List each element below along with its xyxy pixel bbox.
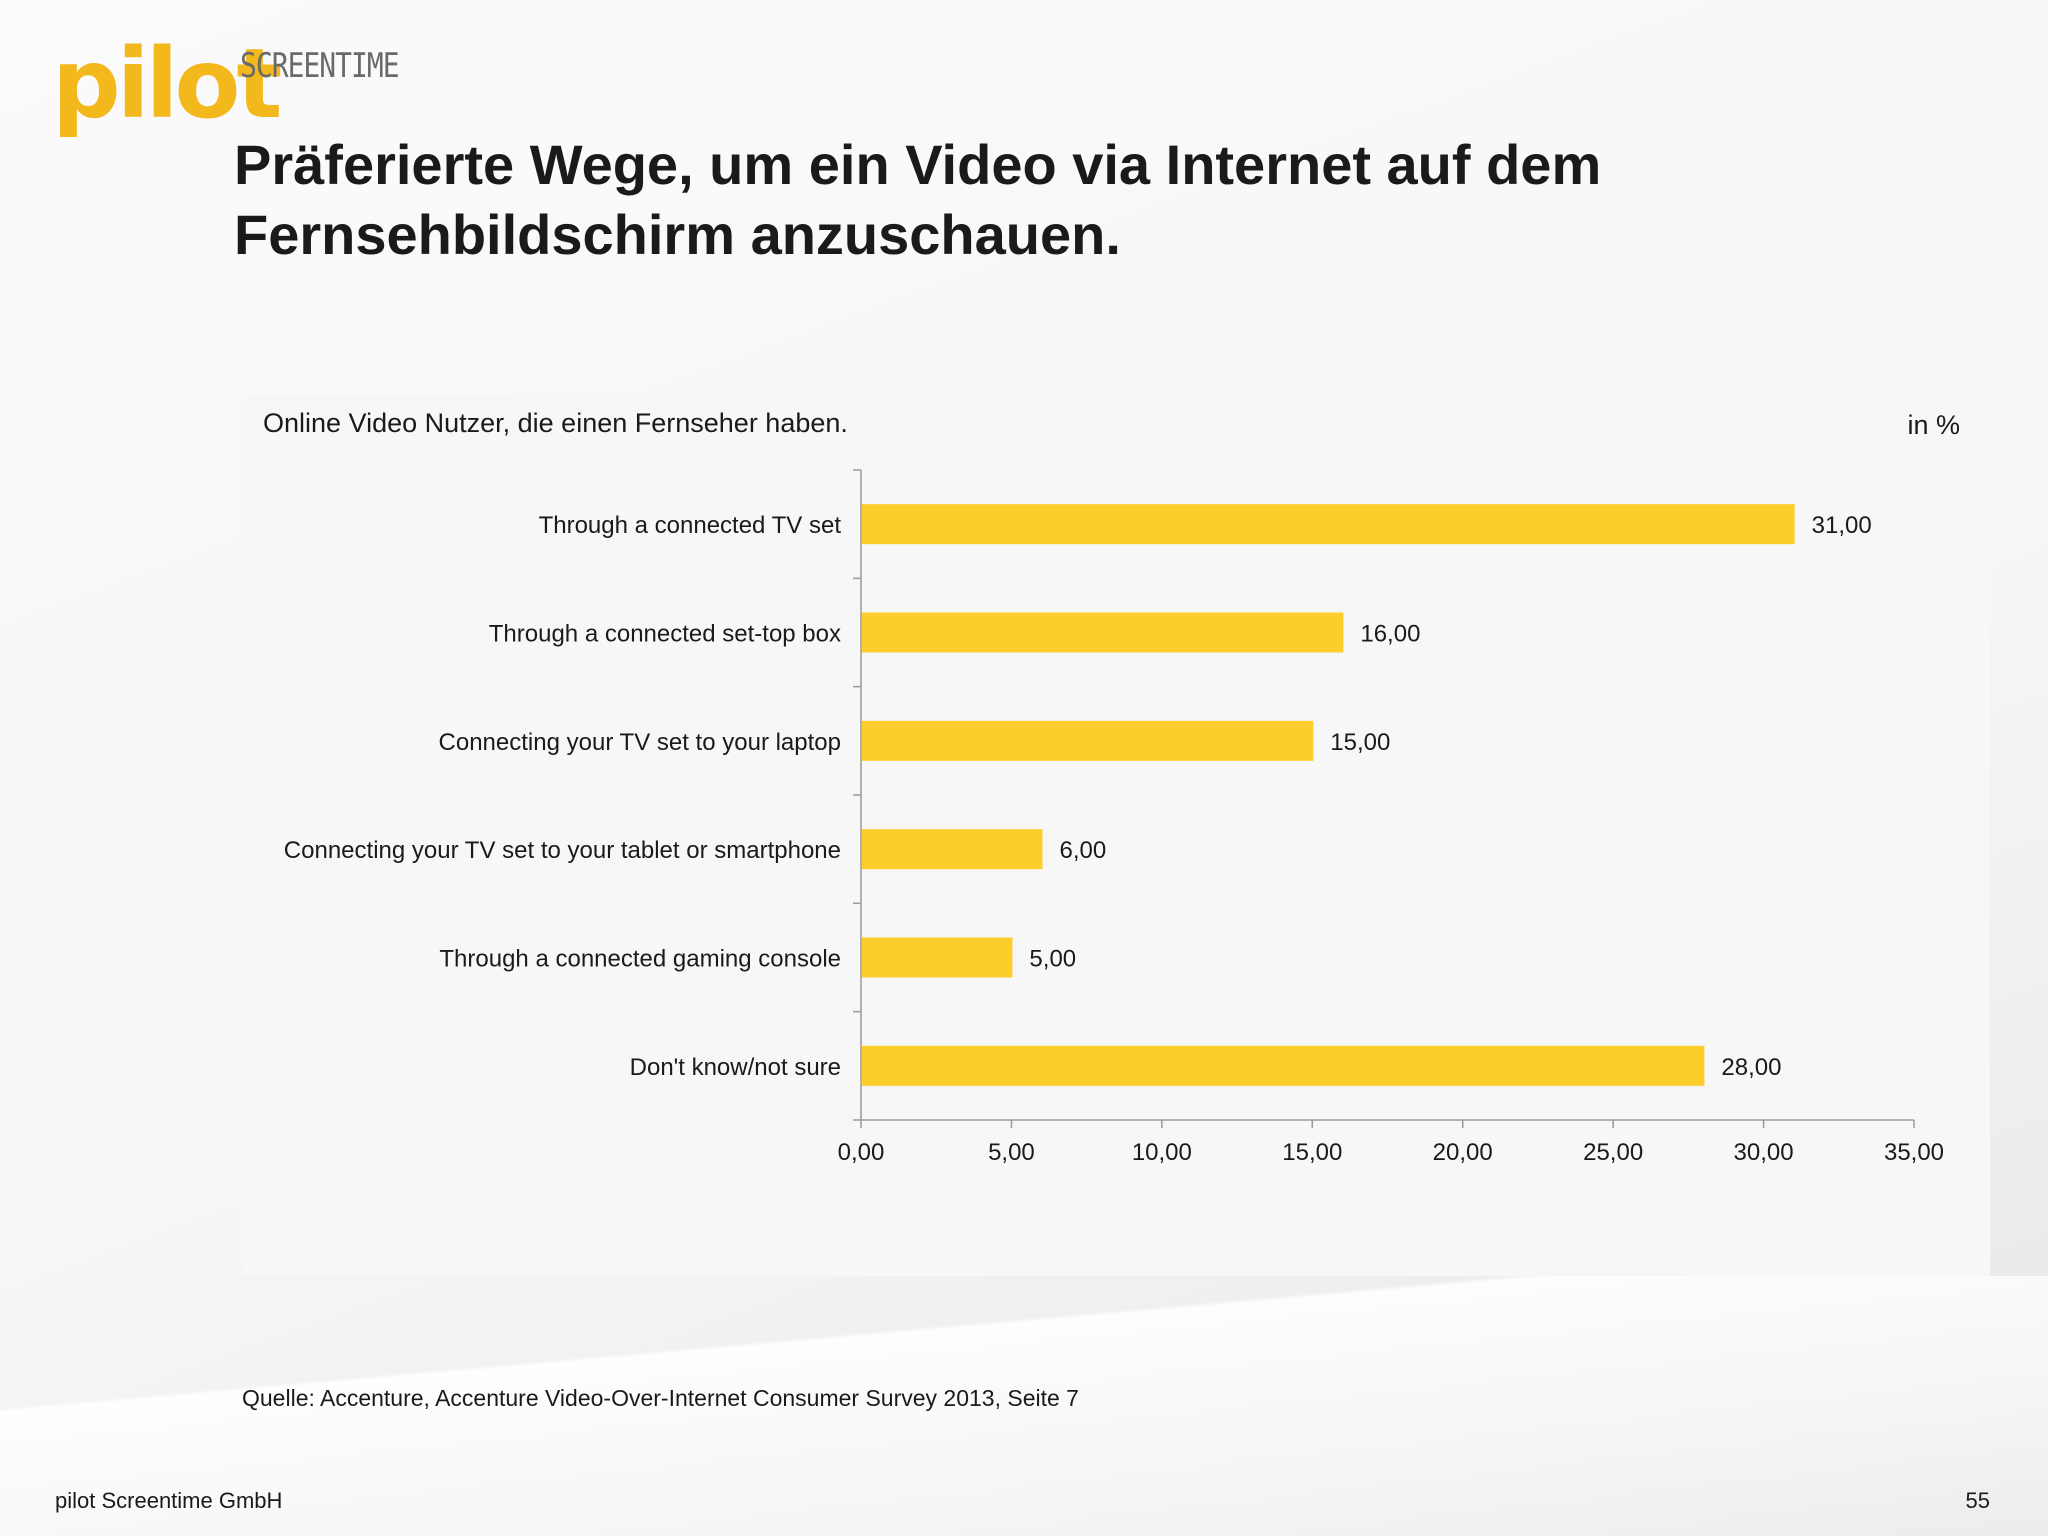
value-label-3: 6,00 [1060, 837, 1107, 864]
x-tick-label-7: 35,00 [1884, 1139, 1944, 1166]
chart-subtitle: Online Video Nutzer, die einen Fernseher… [263, 408, 848, 438]
bar-4 [862, 937, 1013, 978]
value-label-1: 16,00 [1360, 621, 1420, 648]
bar-5 [862, 1045, 1705, 1086]
bar-2 [862, 720, 1314, 761]
footer-company: pilot Screentime GmbH [55, 1488, 283, 1513]
logo-subtitle: SCREENTIME [240, 46, 400, 86]
page-number: 55 [1965, 1488, 1990, 1513]
value-label-4: 5,00 [1029, 946, 1076, 973]
bar-3 [862, 829, 1043, 870]
value-label-5: 28,00 [1721, 1054, 1781, 1081]
x-tick-label-2: 10,00 [1132, 1139, 1192, 1166]
category-label-2: Connecting your TV set to your laptop [439, 729, 841, 756]
category-label-4: Through a connected gaming console [439, 946, 841, 973]
bar-0 [862, 504, 1795, 545]
x-tick-label-1: 5,00 [988, 1139, 1035, 1166]
background-wave [0, 1276, 2048, 1536]
logo-word: pilot [52, 28, 282, 140]
x-tick-label-4: 20,00 [1433, 1139, 1493, 1166]
x-tick-label-6: 30,00 [1734, 1139, 1794, 1166]
category-label-3: Connecting your TV set to your tablet or… [284, 837, 841, 864]
value-label-2: 15,00 [1330, 729, 1390, 756]
chart-unit-label: in % [1907, 410, 1960, 440]
bar-1 [862, 612, 1344, 653]
category-label-1: Through a connected set-top box [489, 621, 841, 648]
pilot-logo: pilot SCREENTIME [52, 36, 412, 146]
x-tick-label-3: 15,00 [1282, 1139, 1342, 1166]
page-title: Präferierte Wege, um ein Video via Inter… [234, 133, 1602, 266]
category-label-5: Don't know/not sure [630, 1054, 841, 1081]
value-label-0: 31,00 [1812, 512, 1872, 539]
x-tick-label-0: 0,00 [838, 1139, 885, 1166]
source-note: Quelle: Accenture, Accenture Video-Over-… [242, 1385, 1079, 1411]
x-tick-label-5: 25,00 [1583, 1139, 1643, 1166]
category-label-0: Through a connected TV set [539, 512, 842, 539]
